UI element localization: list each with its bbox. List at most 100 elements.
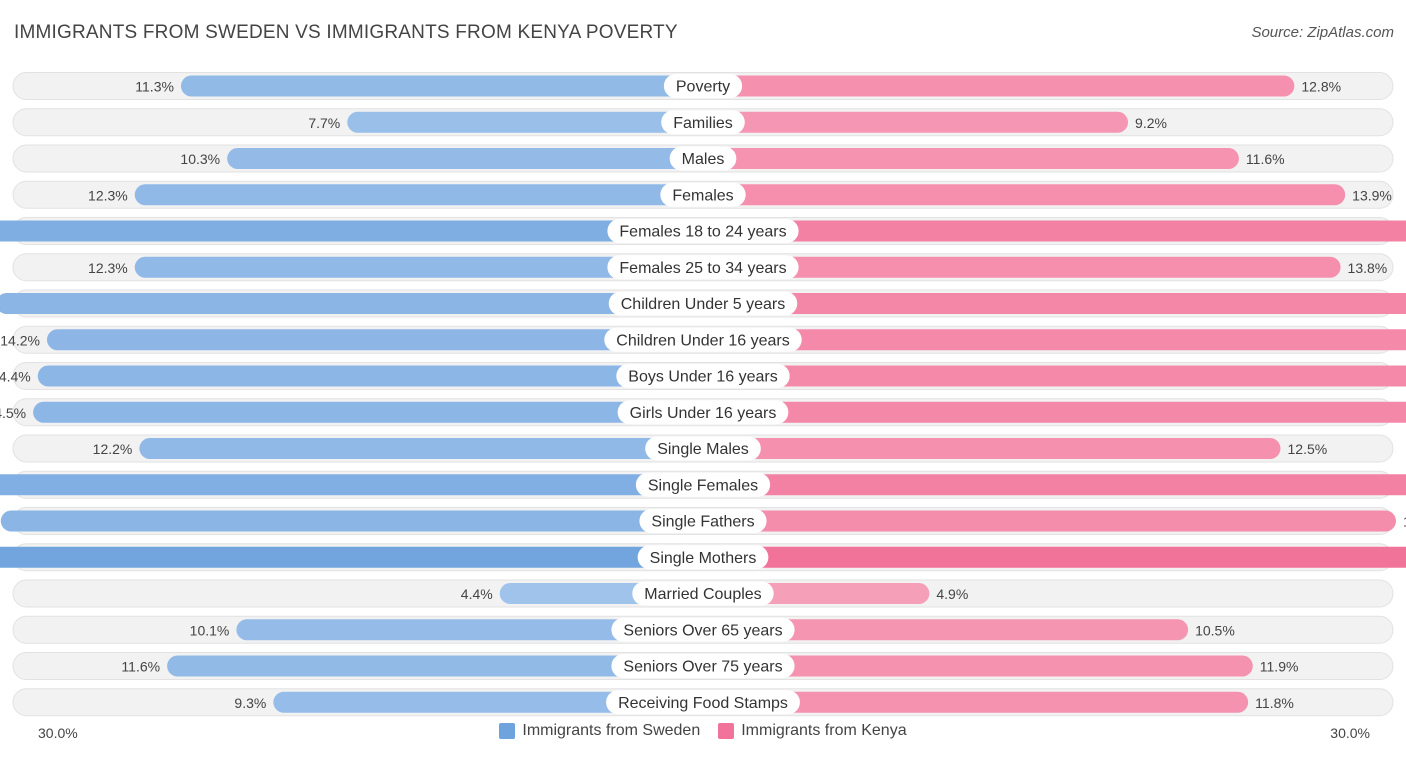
bar-kenya-single-fathers — [693, 510, 1396, 532]
bar-kenya-boys-under-16-years — [693, 365, 1406, 387]
chart-source: Source: ZipAtlas.com — [1251, 24, 1394, 41]
value-sweden-seniors-over-65-years: 10.1% — [190, 622, 230, 638]
bar-sweden-females-18-to-24-years — [0, 220, 713, 242]
category-pill-single-males — [645, 436, 761, 461]
bar-sweden-receiving-food-stamps — [273, 691, 713, 713]
value-sweden-receiving-food-stamps: 9.3% — [234, 695, 266, 711]
category-pill-single-mothers — [637, 545, 769, 570]
value-sweden-seniors-over-75-years: 11.6% — [121, 659, 160, 675]
bar-sweden-girls-under-16-years — [33, 401, 714, 423]
legend-swatch-sweden — [499, 723, 516, 739]
bar-kenya-poverty — [693, 75, 1295, 97]
category-label-children-under-5-years: Children Under 5 years — [621, 296, 786, 313]
axis-left-label: 30.0% — [38, 725, 78, 741]
bar-kenya-females-18-to-24-years — [693, 220, 1406, 242]
category-pill-married-couples — [632, 581, 774, 606]
value-kenya-married-couples: 4.9% — [936, 586, 968, 602]
value-kenya-families: 9.2% — [1135, 115, 1167, 131]
bar-sweden-females — [134, 184, 714, 206]
legend-item-kenya[interactable]: Immigrants from Kenya — [718, 722, 907, 740]
category-label-single-females: Single Females — [648, 477, 758, 494]
bar-sweden-males — [227, 148, 713, 169]
value-kenya-males: 11.6% — [1246, 151, 1285, 167]
category-label-poverty: Poverty — [676, 79, 730, 96]
bar-kenya-children-under-5-years — [693, 293, 1406, 314]
bar-sweden-boys-under-16-years — [37, 365, 714, 387]
value-sweden-children-under-16-years: 14.2% — [0, 332, 40, 348]
bar-kenya-children-under-16-years — [693, 329, 1406, 351]
category-label-seniors-over-75-years: Seniors Over 75 years — [623, 659, 782, 676]
value-sweden-families: 7.7% — [308, 115, 340, 131]
bar-sweden-single-females — [0, 474, 713, 496]
legend-label-kenya: Immigrants from Kenya — [741, 722, 907, 739]
value-sweden-girls-under-16-years: 14.5% — [0, 405, 26, 421]
value-kenya-receiving-food-stamps: 11.8% — [1255, 695, 1294, 711]
category-label-females: Females — [672, 187, 733, 204]
category-label-receiving-food-stamps: Receiving Food Stamps — [618, 695, 788, 712]
bar-kenya-females-25-to-34-years — [693, 256, 1341, 278]
value-sweden-females-25-to-34-years: 12.3% — [88, 260, 128, 276]
category-pill-girls-under-16-years — [617, 400, 789, 425]
bar-kenya-receiving-food-stamps — [693, 691, 1249, 713]
bar-sweden-poverty — [180, 75, 713, 97]
bar-kenya-seniors-over-65-years — [693, 619, 1189, 641]
category-label-seniors-over-65-years: Seniors Over 65 years — [623, 622, 782, 639]
category-pill-single-females — [635, 472, 771, 497]
bar-sweden-single-mothers — [0, 546, 713, 568]
category-pill-children-under-16-years — [604, 327, 802, 352]
bar-sweden-single-fathers — [0, 510, 713, 532]
axis-right-label: 30.0% — [1330, 725, 1370, 741]
category-label-females-18-to-24-years: Females 18 to 24 years — [619, 224, 786, 241]
value-kenya-single-fathers: 15.0% — [1403, 514, 1406, 530]
category-pill-receiving-food-stamps — [606, 690, 800, 715]
legend: Immigrants from Sweden Immigrants from K… — [0, 722, 1406, 740]
bar-sweden-females-25-to-34-years — [134, 256, 714, 278]
category-label-families: Families — [673, 115, 733, 132]
bar-kenya-seniors-over-75-years — [693, 655, 1253, 677]
bar-sweden-seniors-over-65-years — [236, 619, 713, 641]
bar-sweden-seniors-over-75-years — [167, 655, 713, 677]
category-pill-seniors-over-75-years — [611, 654, 795, 678]
value-sweden-single-males: 12.2% — [93, 441, 133, 457]
bar-kenya-females — [693, 184, 1346, 206]
bar-kenya-families — [693, 111, 1129, 133]
category-pill-families — [661, 110, 745, 135]
bar-sweden-children-under-16-years — [46, 329, 713, 351]
category-label-single-males: Single Males — [657, 441, 749, 458]
value-kenya-single-males: 12.5% — [1288, 441, 1328, 457]
category-pill-poverty — [663, 74, 743, 98]
bar-sweden-single-males — [139, 438, 714, 459]
bar-kenya-girls-under-16-years — [693, 401, 1406, 423]
category-pill-females-18-to-24-years — [607, 219, 799, 243]
bar-sweden-families — [347, 111, 713, 133]
bar-kenya-single-males — [693, 438, 1281, 459]
legend-item-sweden[interactable]: Immigrants from Sweden — [499, 722, 700, 740]
bar-kenya-single-females — [693, 474, 1406, 496]
legend-label-sweden: Immigrants from Sweden — [522, 722, 701, 739]
category-pill-females-25-to-34-years — [607, 255, 799, 280]
value-kenya-seniors-over-75-years: 11.9% — [1260, 659, 1299, 675]
category-pill-boys-under-16-years — [616, 364, 790, 388]
bar-kenya-males — [693, 148, 1239, 169]
category-label-boys-under-16-years: Boys Under 16 years — [628, 369, 777, 386]
category-pill-children-under-5-years — [608, 291, 798, 316]
category-label-married-couples: Married Couples — [644, 586, 761, 603]
category-pill-females — [660, 182, 746, 207]
chart-title: IMMIGRANTS FROM SWEDEN VS IMMIGRANTS FRO… — [14, 22, 678, 43]
value-kenya-females-25-to-34-years: 13.8% — [1348, 260, 1388, 276]
value-sweden-married-couples: 4.4% — [461, 586, 493, 602]
bar-sweden-children-under-5-years — [0, 293, 713, 314]
value-sweden-poverty: 11.3% — [135, 79, 174, 95]
value-kenya-females: 13.9% — [1352, 187, 1392, 203]
category-label-males: Males — [682, 151, 725, 168]
category-pill-males — [669, 146, 737, 171]
legend-swatch-kenya — [718, 723, 735, 739]
category-pill-single-fathers — [639, 509, 767, 533]
value-kenya-seniors-over-65-years: 10.5% — [1195, 622, 1235, 638]
value-sweden-females: 12.3% — [88, 187, 128, 203]
bar-kenya-single-mothers — [693, 546, 1406, 568]
category-pill-seniors-over-65-years — [611, 617, 795, 642]
category-label-single-mothers: Single Mothers — [650, 550, 757, 567]
category-label-children-under-16-years: Children Under 16 years — [616, 332, 789, 349]
